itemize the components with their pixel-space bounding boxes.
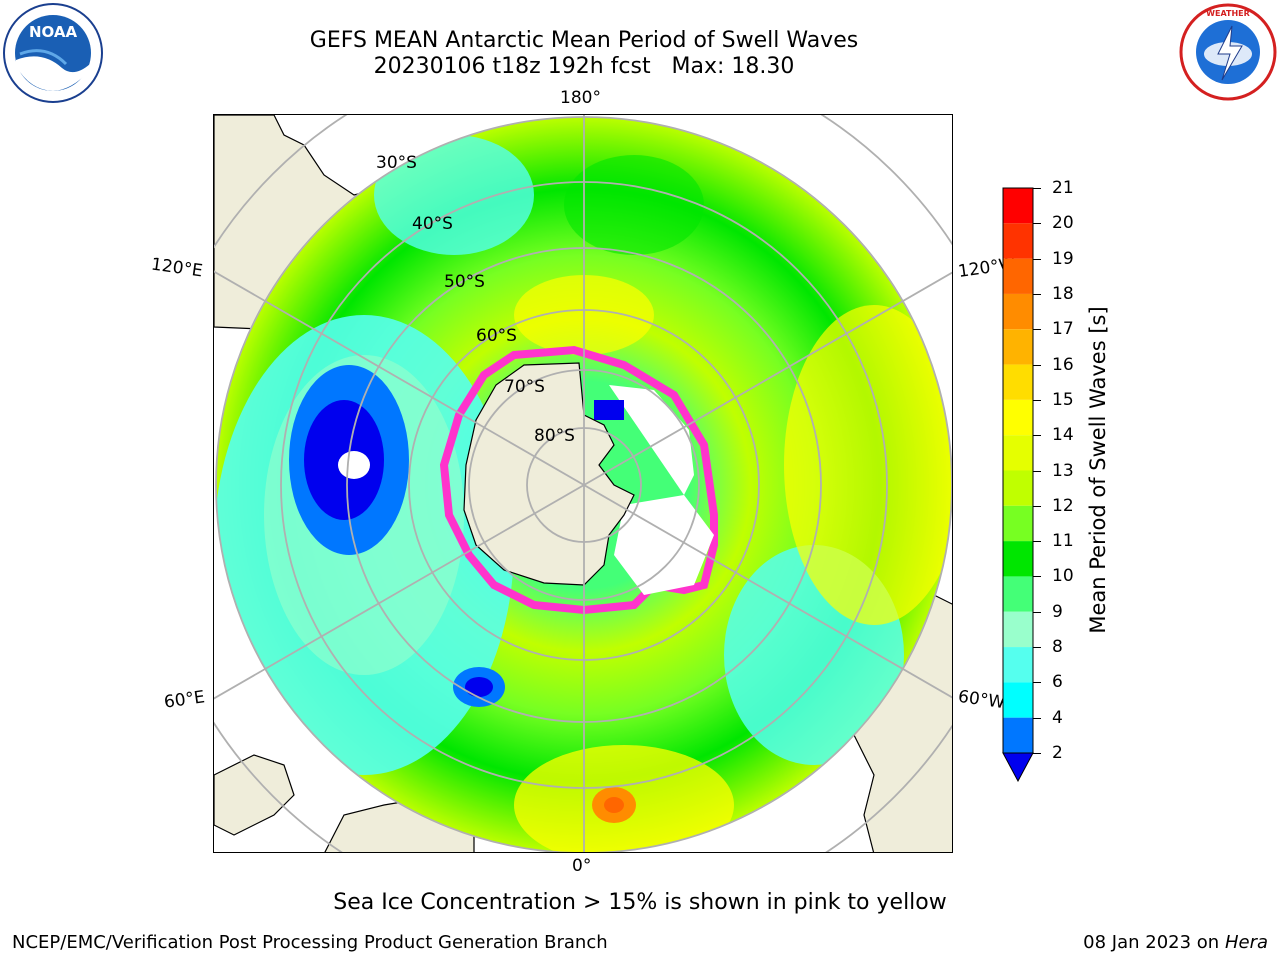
colorbar-tick-label: 15: [1052, 390, 1074, 410]
colorbar-tick-mark: [1033, 576, 1041, 577]
lon-label-120e: 120°E: [150, 254, 204, 281]
colorbar-tick-mark: [1033, 400, 1041, 401]
colorbar-segment: [1003, 576, 1033, 611]
lon-label-60e: 60°E: [163, 687, 206, 712]
page-title: GEFS MEAN Antarctic Mean Period of Swell…: [0, 28, 1168, 53]
colorbar-segment: [1003, 541, 1033, 576]
colorbar-tick-label: 19: [1052, 249, 1074, 269]
colorbar-tick-mark: [1033, 365, 1041, 366]
lon-label-180: 180°: [560, 88, 601, 108]
lat-label-70s: 70°S: [504, 377, 545, 397]
colorbar: [1002, 187, 1034, 782]
colorbar-tick-mark: [1033, 471, 1041, 472]
colorbar-tick-mark: [1033, 647, 1041, 648]
colorbar-segment: [1003, 612, 1033, 647]
colorbar-segment: [1003, 188, 1033, 223]
colorbar-tick-label: 10: [1052, 566, 1074, 586]
colorbar-label: Mean Period of Swell Waves [s]: [1086, 306, 1110, 633]
footer-date-text: 08 Jan 2023 on: [1083, 932, 1219, 953]
colorbar-tick-label: 14: [1052, 425, 1074, 445]
colorbar-tick-mark: [1033, 718, 1041, 719]
nws-logo: WEATHER: [1178, 2, 1278, 102]
colorbar-segment: [1003, 329, 1033, 364]
colorbar-tick-mark: [1033, 294, 1041, 295]
lat-label-50s: 50°S: [444, 272, 485, 292]
lat-label-80s: 80°S: [534, 426, 575, 446]
colorbar-tick-mark: [1033, 223, 1041, 224]
colorbar-tick-label: 11: [1052, 531, 1074, 551]
footer-credit: NCEP/EMC/Verification Post Processing Pr…: [12, 932, 608, 953]
colorbar-tick-mark: [1033, 435, 1041, 436]
colorbar-tick-label: 13: [1052, 461, 1074, 481]
colorbar-tick-label: 2: [1052, 743, 1063, 763]
colorbar-tick-mark: [1033, 188, 1041, 189]
colorbar-segment: [1003, 259, 1033, 294]
colorbar-tick-label: 9: [1052, 602, 1063, 622]
colorbar-tick-label: 6: [1052, 672, 1063, 692]
lat-label-40s: 40°S: [412, 214, 453, 234]
colorbar-segment: [1003, 506, 1033, 541]
colorbar-tick-mark: [1033, 259, 1041, 260]
lat-label-60s: 60°S: [476, 326, 517, 346]
lat-label-30s: 30°S: [376, 153, 417, 173]
colorbar-tick-label: 21: [1052, 178, 1074, 198]
colorbar-tick-label: 4: [1052, 708, 1063, 728]
colorbar-tick-mark: [1033, 506, 1041, 507]
forecast-subtitle: 20230106 t18z 192h fcst Max: 18.30: [0, 54, 1168, 79]
colorbar-tick-label: 8: [1052, 637, 1063, 657]
colorbar-tick-label: 16: [1052, 355, 1074, 375]
footer-system: Hera: [1225, 932, 1268, 953]
polar-map: 30°S 40°S 50°S 60°S 70°S 80°S: [214, 115, 953, 853]
colorbar-under-arrow: [1003, 753, 1033, 781]
colorbar-segment: [1003, 400, 1033, 435]
colorbar-segment: [1003, 294, 1033, 329]
colorbar-segment: [1003, 647, 1033, 682]
colorbar-tick-mark: [1033, 329, 1041, 330]
colorbar-tick-mark: [1033, 753, 1041, 754]
lon-label-60w: 60°W: [957, 687, 1006, 713]
colorbar-segment: [1003, 365, 1033, 400]
colorbar-segment: [1003, 435, 1033, 470]
svg-text:WEATHER: WEATHER: [1206, 9, 1250, 18]
colorbar-tick-label: 12: [1052, 496, 1074, 516]
colorbar-segment: [1003, 471, 1033, 506]
colorbar-segment: [1003, 223, 1033, 258]
colorbar-tick-mark: [1033, 612, 1041, 613]
colorbar-tick-label: 20: [1052, 213, 1074, 233]
sea-ice-note: Sea Ice Concentration > 15% is shown in …: [0, 890, 1280, 915]
colorbar-tick-mark: [1033, 541, 1041, 542]
colorbar-segment: [1003, 682, 1033, 717]
noaa-logo: NOAA: [2, 2, 104, 104]
footer-date: 08 Jan 2023 on Hera: [1083, 932, 1268, 953]
colorbar-segment: [1003, 718, 1033, 753]
colorbar-tick-mark: [1033, 682, 1041, 683]
colorbar-tick-label: 17: [1052, 319, 1074, 339]
lon-label-0: 0°: [572, 856, 591, 876]
colorbar-tick-label: 18: [1052, 284, 1074, 304]
map-panel: 30°S 40°S 50°S 60°S 70°S 80°S: [213, 114, 953, 853]
